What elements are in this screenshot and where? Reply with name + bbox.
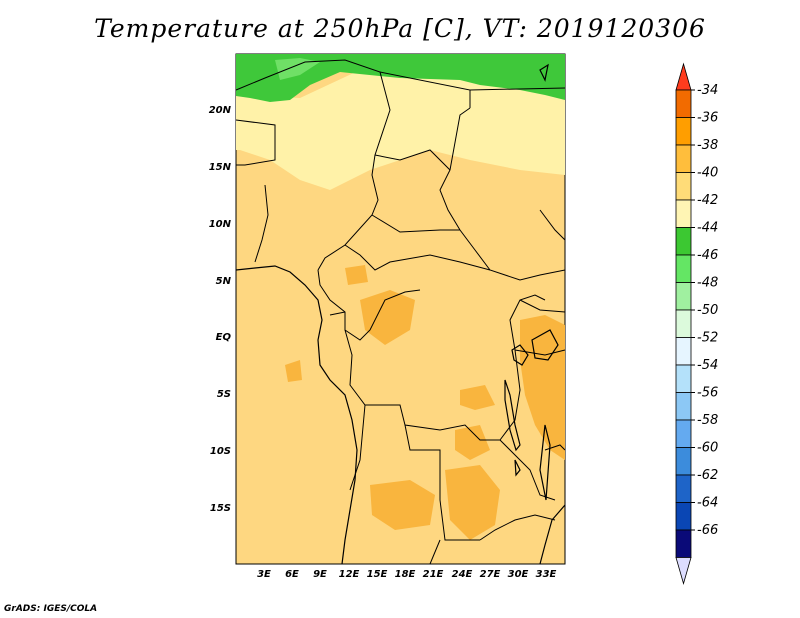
lat-label: 10N (209, 219, 232, 230)
colorbar-swatch (675, 89, 692, 118)
region-orange-north (345, 265, 368, 285)
colorbar-swatch (675, 309, 692, 338)
colorbar-swatch (675, 117, 692, 146)
lon-label: 33E (536, 569, 557, 580)
region-orange-west (285, 360, 302, 382)
east-coast (539, 504, 566, 565)
colorbar: -34 -36 -38 -40 -42 -44 -46 -48 -50 -52 -54 -56 -58 -… (675, 62, 718, 585)
colorbar-top-arrow (675, 62, 692, 91)
chart-title: Temperature at 250hPa [C], VT: 201912030… (94, 14, 706, 43)
colorbar-swatch (675, 172, 692, 201)
colorbar-swatch (675, 282, 692, 311)
region-light-yellow (236, 62, 565, 190)
lat-label: 15N (209, 162, 232, 173)
region-orange-south2 (445, 465, 500, 540)
colorbar-bottom-arrow (675, 557, 692, 585)
lat-label: 10S (210, 446, 231, 457)
colorbar-label: -62 (697, 468, 718, 483)
colorbar-label: -40 (697, 166, 718, 181)
colorbar-label: -50 (697, 303, 718, 318)
lon-label: 15E (367, 569, 388, 580)
lat-axis: 20N 15N 10N 5N EQ 5S 10S 15S (209, 105, 232, 514)
colorbar-label: -60 (697, 441, 718, 456)
colorbar-swatch (675, 419, 692, 448)
colorbar-label: -56 (697, 386, 718, 401)
region-orange-mid (460, 385, 495, 410)
lon-label: 6E (285, 569, 299, 580)
colorbar-swatch (675, 474, 692, 503)
region-orange-south1 (370, 480, 435, 530)
grads-credit: GrADS: IGES/COLA (4, 604, 98, 614)
region-green-light (275, 58, 320, 80)
colorbar-label: -42 (697, 193, 718, 208)
colorbar-swatch (675, 529, 692, 558)
lon-label: 27E (480, 569, 501, 580)
colorbar-label: -46 (697, 248, 718, 263)
colorbar-swatch (675, 144, 692, 173)
lat-label: 5S (217, 389, 231, 400)
lat-label: 15S (210, 503, 231, 514)
colorbar-swatch (675, 227, 692, 256)
lon-label: 9E (313, 569, 327, 580)
colorbar-label: -38 (697, 138, 718, 153)
coastline (235, 265, 358, 565)
colorbar-swatch (675, 447, 692, 476)
colorbar-label: -34 (697, 83, 718, 98)
region-orange-center (360, 290, 415, 345)
colorbar-label: -64 (697, 496, 718, 511)
colorbar-swatch (675, 254, 692, 283)
region-orange-south3 (455, 425, 490, 460)
colorbar-label: -36 (697, 111, 718, 126)
colorbar-swatch (675, 502, 692, 531)
lon-label: 3E (257, 569, 271, 580)
lat-label: 20N (209, 105, 232, 116)
lon-label: 18E (395, 569, 416, 580)
lat-label: 5N (216, 276, 232, 287)
colorbar-label: -54 (697, 358, 718, 373)
colorbar-label: -66 (697, 523, 718, 538)
lon-label: 30E (508, 569, 529, 580)
lon-label: 24E (452, 569, 473, 580)
colorbar-label: -48 (697, 276, 718, 291)
colorbar-swatch (675, 392, 692, 421)
colorbar-swatch (675, 364, 692, 393)
lon-axis: 3E 6E 9E 12E 15E 18E 21E 24E 27E 30E 33E (257, 569, 556, 580)
colorbar-swatch (675, 337, 692, 366)
lat-label: EQ (216, 332, 232, 343)
region-green (236, 54, 565, 102)
colorbar-label: -44 (697, 221, 718, 236)
colorbar-label: -52 (697, 331, 718, 346)
colorbar-label: -58 (697, 413, 718, 428)
lakes (504, 63, 559, 501)
lon-label: 12E (339, 569, 360, 580)
lon-label: 21E (423, 569, 444, 580)
colorbar-swatch (675, 199, 692, 228)
